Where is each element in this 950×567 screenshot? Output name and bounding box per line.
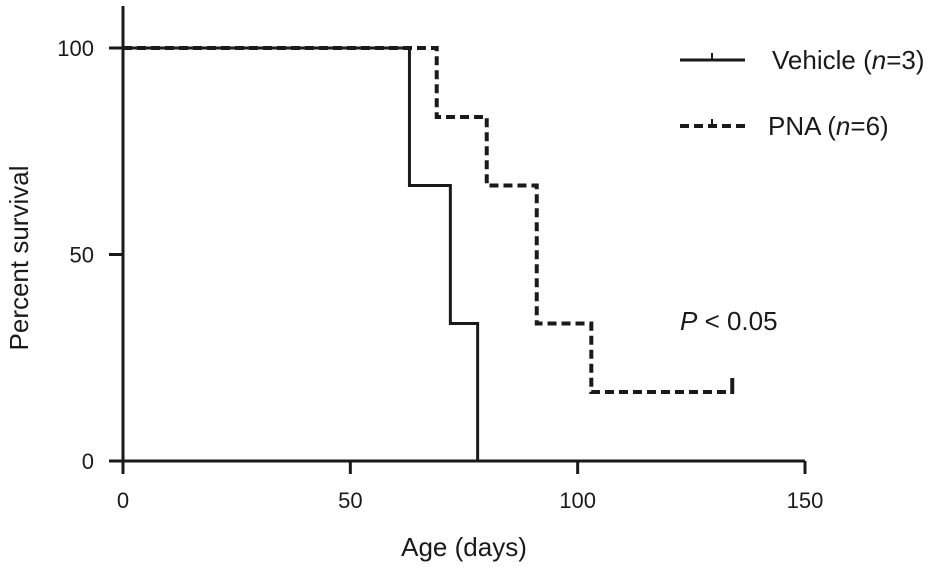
x-tick-label: 150 [787,488,824,513]
p-value-annotation: P < 0.05 [680,306,778,336]
y-axis-title: Percent survival [4,166,34,351]
y-tick-label: 50 [70,243,94,268]
series [123,46,735,461]
legend-item-pna: PNA (n=6) [680,111,889,141]
x-axis-title: Age (days) [401,532,527,562]
y-tick-label: 0 [82,449,94,474]
series-line-0 [123,46,480,461]
ticks: 0 50 100 150 0 50 100 [57,36,823,513]
axes [121,6,805,463]
x-tick-label: 0 [117,488,129,513]
x-tick-label: 100 [559,488,596,513]
legend-label-vehicle: Vehicle (n=3) [772,45,925,75]
series-line-1 [123,46,733,395]
x-tick-label: 50 [338,488,362,513]
legend: Vehicle (n=3) PNA (n=6) [680,45,925,141]
legend-label-pna: PNA (n=6) [768,111,889,141]
y-tick-label: 100 [57,36,94,61]
legend-item-vehicle: Vehicle (n=3) [680,45,925,75]
